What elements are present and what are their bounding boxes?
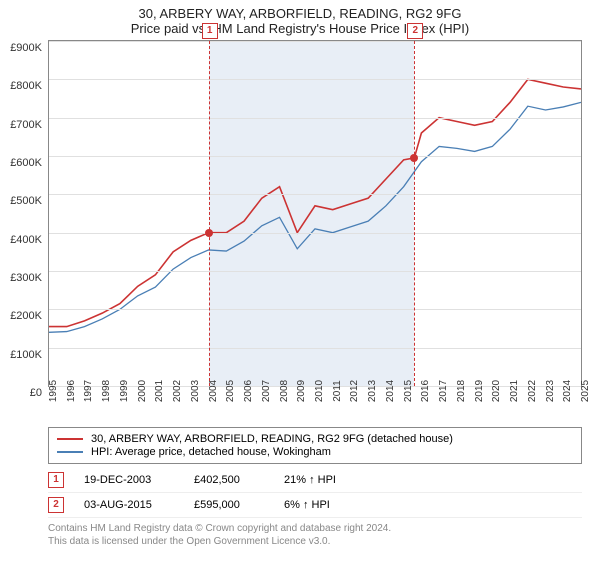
x-tick-label: 2016 — [420, 380, 431, 402]
x-tick-label: 1997 — [83, 380, 94, 402]
page: 30, ARBERY WAY, ARBORFIELD, READING, RG2… — [0, 6, 600, 566]
sale-marker-line — [209, 41, 210, 386]
line-chart: 12 — [48, 40, 582, 387]
sale-marker-dot — [410, 154, 418, 162]
sale-diff: 21% ↑ HPI — [284, 474, 394, 486]
x-tick-label: 1999 — [119, 380, 130, 402]
y-tick-label: £800K — [10, 80, 42, 92]
legend-label: HPI: Average price, detached house, Woki… — [91, 446, 331, 458]
sale-row: 1 19-DEC-2003 £402,500 21% ↑ HPI — [48, 468, 582, 493]
x-tick-label: 2010 — [314, 380, 325, 402]
x-tick-label: 1996 — [66, 380, 77, 402]
x-tick-label: 2006 — [243, 380, 254, 402]
gridline — [49, 118, 581, 119]
gridline — [49, 309, 581, 310]
sale-marker-box: 2 — [407, 23, 423, 39]
x-tick-label: 2005 — [225, 380, 236, 402]
sale-row: 2 03-AUG-2015 £595,000 6% ↑ HPI — [48, 493, 582, 518]
y-tick-label: £300K — [10, 272, 42, 284]
x-tick-label: 2009 — [296, 380, 307, 402]
x-tick-label: 2018 — [456, 380, 467, 402]
chart-title-2: Price paid vs. HM Land Registry's House … — [0, 21, 600, 36]
legend-swatch — [57, 451, 83, 453]
gridline — [49, 233, 581, 234]
legend-item: HPI: Average price, detached house, Woki… — [57, 446, 573, 458]
legend-swatch — [57, 438, 83, 440]
sale-marker-line — [414, 41, 415, 386]
x-tick-label: 2000 — [137, 380, 148, 402]
y-tick-label: £0 — [30, 387, 42, 399]
gridline — [49, 194, 581, 195]
x-tick-label: 1995 — [48, 380, 59, 402]
legend-label: 30, ARBERY WAY, ARBORFIELD, READING, RG2… — [91, 433, 453, 445]
x-tick-label: 2025 — [580, 380, 591, 402]
x-tick-label: 2022 — [527, 380, 538, 402]
x-tick-label: 2004 — [208, 380, 219, 402]
x-tick-label: 2024 — [562, 380, 573, 402]
y-tick-label: £700K — [10, 119, 42, 131]
sale-date: 19-DEC-2003 — [84, 474, 194, 486]
gridline — [49, 79, 581, 80]
gridline — [49, 156, 581, 157]
x-tick-label: 2017 — [438, 380, 449, 402]
legend-item: 30, ARBERY WAY, ARBORFIELD, READING, RG2… — [57, 433, 573, 445]
y-tick-label: £100K — [10, 349, 42, 361]
sale-marker-icon: 1 — [48, 472, 64, 488]
series-line — [49, 102, 581, 332]
legend-box: 30, ARBERY WAY, ARBORFIELD, READING, RG2… — [48, 427, 582, 464]
y-tick-label: £900K — [10, 42, 42, 54]
sale-date: 03-AUG-2015 — [84, 499, 194, 511]
x-axis-labels: 1995199619971998199920002001200220032004… — [48, 387, 582, 421]
gridline — [49, 348, 581, 349]
sale-diff: 6% ↑ HPI — [284, 499, 394, 511]
x-tick-label: 2007 — [261, 380, 272, 402]
x-tick-label: 2014 — [385, 380, 396, 402]
x-tick-label: 1998 — [101, 380, 112, 402]
gridline — [49, 41, 581, 42]
x-tick-label: 2011 — [332, 380, 343, 402]
x-tick-label: 2012 — [349, 380, 360, 402]
sale-marker-dot — [205, 229, 213, 237]
x-tick-label: 2021 — [509, 380, 520, 402]
footer-line: Contains HM Land Registry data © Crown c… — [48, 522, 582, 535]
x-tick-label: 2015 — [403, 380, 414, 402]
series-line — [49, 79, 581, 326]
footer-attribution: Contains HM Land Registry data © Crown c… — [48, 522, 582, 548]
sale-price: £595,000 — [194, 499, 284, 511]
footer-line: This data is licensed under the Open Gov… — [48, 535, 582, 548]
y-tick-label: £500K — [10, 195, 42, 207]
x-tick-label: 2001 — [154, 380, 165, 402]
chart-title-1: 30, ARBERY WAY, ARBORFIELD, READING, RG2… — [0, 6, 600, 21]
sale-price: £402,500 — [194, 474, 284, 486]
x-tick-label: 2008 — [279, 380, 290, 402]
x-tick-label: 2019 — [474, 380, 485, 402]
y-tick-label: £400K — [10, 234, 42, 246]
chart-svg — [49, 41, 581, 386]
sale-marker-box: 1 — [202, 23, 218, 39]
y-tick-label: £600K — [10, 157, 42, 169]
x-tick-label: 2023 — [545, 380, 556, 402]
x-tick-label: 2003 — [190, 380, 201, 402]
y-tick-label: £200K — [10, 310, 42, 322]
x-tick-label: 2002 — [172, 380, 183, 402]
sale-marker-icon: 2 — [48, 497, 64, 513]
x-tick-label: 2020 — [491, 380, 502, 402]
x-tick-label: 2013 — [367, 380, 378, 402]
gridline — [49, 271, 581, 272]
y-axis-labels: £0£100K£200K£300K£400K£500K£600K£700K£80… — [0, 48, 46, 393]
sales-table: 1 19-DEC-2003 £402,500 21% ↑ HPI 2 03-AU… — [48, 468, 582, 518]
